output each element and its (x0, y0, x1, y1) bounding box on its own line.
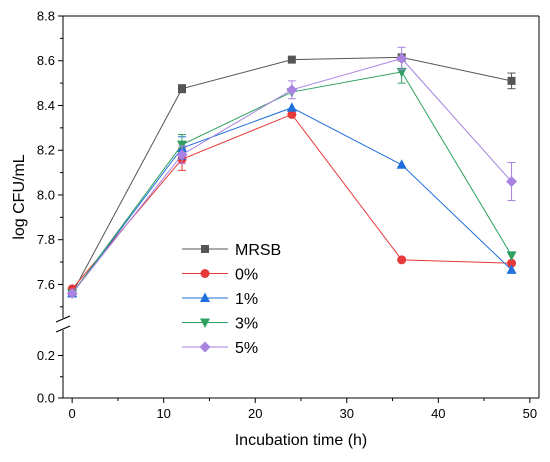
legend-entry-5%: 5% (182, 340, 258, 357)
legend-label: 1% (235, 291, 258, 308)
legend-label: 3% (235, 316, 258, 333)
series-layer (66, 46, 518, 299)
y-tick-label: 8.2 (37, 143, 55, 158)
marker-diamond (396, 53, 408, 65)
marker-diamond (176, 149, 188, 161)
legend-entry-MRSB: MRSB (182, 242, 281, 259)
x-axis-title: Incubation time (h) (235, 432, 368, 449)
x-tick-label: 0 (69, 406, 76, 421)
y-tick-label: 8.8 (37, 9, 55, 24)
x-tick-label: 10 (156, 406, 170, 421)
marker-circle (200, 269, 210, 278)
marker-diamond (199, 341, 211, 353)
marker-diamond (286, 84, 298, 96)
marker-square (201, 245, 209, 253)
legend-entry-1%: 1% (182, 291, 258, 308)
marker-triangle-up (396, 159, 407, 169)
marker-square (178, 84, 186, 93)
series-line (71, 113, 512, 290)
x-tick-label: 30 (340, 406, 354, 421)
marker-square (287, 55, 296, 64)
marker-triangle-down (200, 318, 210, 328)
frame-layer: 0 10 20 30 40 50 7.6 7.8 8.0 8.2 8.4 8.6 8.8 0.0 0.2 (37, 9, 540, 421)
legend: MRSB 0% 1% 3% 5% (182, 242, 281, 357)
x-tick-label: 50 (523, 406, 537, 421)
axis-break-mark (55, 315, 71, 323)
y-axis-title: log CFU/mL (11, 154, 28, 239)
y-tick-label: 7.8 (37, 232, 55, 247)
axis-break-mark (55, 325, 71, 333)
marker-triangle-down (396, 67, 407, 78)
y-tick-label: 7.6 (37, 277, 55, 292)
marker-diamond (506, 176, 518, 188)
y-tick-label: 8.0 (37, 187, 55, 202)
y-tick-label: 8.6 (37, 53, 55, 68)
series-1% (67, 102, 517, 298)
x-tick-label: 40 (431, 406, 445, 421)
legend-label: MRSB (235, 242, 281, 259)
legend-label: 0% (235, 267, 258, 284)
marker-circle (507, 258, 517, 268)
legend-entry-0%: 0% (182, 267, 258, 284)
series-5% (66, 46, 518, 299)
marker-triangle-up (286, 102, 297, 112)
x-tick-label: 20 (248, 406, 262, 421)
marker-triangle-down (506, 251, 517, 261)
legend-label: 5% (235, 340, 258, 357)
marker-circle (397, 255, 407, 265)
marker-circle (287, 109, 297, 119)
marker-square (507, 76, 516, 85)
legend-entry-3%: 3% (182, 316, 258, 333)
y-tick-label: 0.0 (37, 391, 55, 406)
y-tick-label: 0.2 (37, 348, 55, 363)
marker-triangle-up (506, 264, 517, 274)
marker-triangle-up (200, 292, 210, 302)
y-tick-label: 8.4 (37, 98, 55, 113)
series-0% (67, 109, 517, 294)
series-line (71, 107, 512, 294)
marker-diamond (66, 287, 78, 299)
